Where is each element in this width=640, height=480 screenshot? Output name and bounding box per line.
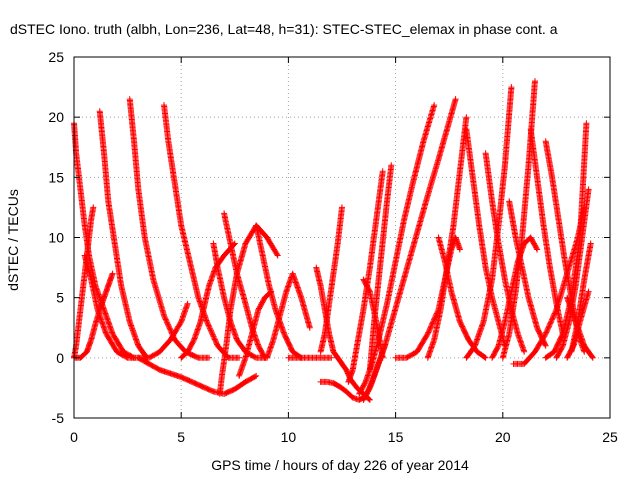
y-tick-label: 10 xyxy=(48,230,64,246)
data-arc xyxy=(366,162,395,373)
x-tick-label: 25 xyxy=(602,429,618,445)
data-arc xyxy=(236,288,275,379)
y-tick-label: 25 xyxy=(48,49,64,65)
data-arc xyxy=(360,96,459,403)
series-3 xyxy=(81,96,213,361)
y-tick-label: 15 xyxy=(48,169,64,185)
x-tick-label: 15 xyxy=(388,429,404,445)
data-arc xyxy=(564,294,596,361)
x-tick-label: 0 xyxy=(70,429,78,445)
data-arc xyxy=(126,96,213,361)
data-arc xyxy=(542,120,590,361)
data-arc xyxy=(463,84,515,361)
x-tick-label: 10 xyxy=(281,429,297,445)
series-7 xyxy=(313,96,459,403)
data-arc xyxy=(506,198,549,349)
y-axis-label: dSTEC / TECUs xyxy=(5,189,21,291)
data-arc xyxy=(81,252,191,361)
x-axis-label: GPS time / hours of day 226 of year 2014 xyxy=(211,457,469,473)
data-arc xyxy=(317,204,345,355)
series-6 xyxy=(221,210,335,379)
y-tick-label: 5 xyxy=(56,290,64,306)
plot-area xyxy=(71,78,596,403)
data-arc xyxy=(264,270,313,361)
x-tick-label: 5 xyxy=(177,429,185,445)
data-arc xyxy=(424,114,470,361)
y-tick-label: 20 xyxy=(48,109,64,125)
chart-title: dSTEC Iono. truth (albh, Lon=236, Lat=48… xyxy=(10,21,558,37)
axis-ticks: 0 5 10 15 20 25 -5 0 5 10 15 20 25 xyxy=(48,49,618,445)
y-tick-label: 0 xyxy=(56,350,64,366)
data-arc xyxy=(96,108,150,361)
y-tick-label: -5 xyxy=(52,410,65,426)
grid xyxy=(74,57,610,418)
x-tick-label: 20 xyxy=(495,429,511,445)
data-arc xyxy=(221,210,268,361)
data-arc xyxy=(463,126,508,349)
series-8 xyxy=(392,114,528,361)
series-2 xyxy=(71,108,150,361)
data-arc xyxy=(285,354,335,361)
series-9 xyxy=(463,78,596,367)
data-arc xyxy=(356,102,438,397)
